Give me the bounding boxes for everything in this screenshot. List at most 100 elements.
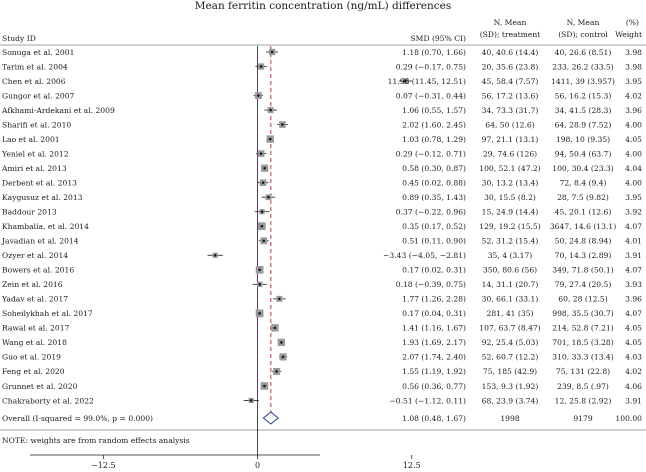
point-estimate	[261, 181, 265, 184]
control-stats: 75, 131 (22.8)	[556, 367, 610, 376]
study-name: Lao et al. 2001	[2, 135, 60, 144]
treatment-stats: 129, 19.2 (15.5)	[479, 222, 541, 231]
smd-ci: 0.51 (0.11, 0.90)	[402, 237, 466, 246]
treatment-stats: 107, 63.7 (8.47)	[479, 324, 541, 333]
study-rows: Sonuga et al. 2001 1.18 (0.70, 1.66) 40, 4…	[1, 48, 642, 405]
weight-value: 4.00	[625, 120, 642, 129]
control-stats: 60, 28 (12.5)	[558, 295, 607, 304]
weight-value: 4.01	[625, 237, 642, 246]
weight-value: 3.98	[625, 48, 642, 57]
smd-ci: 0.56 (0.36, 0.77)	[402, 382, 466, 391]
smd-ci: 0.89 (0.35, 1.43)	[402, 193, 466, 202]
point-estimate	[259, 65, 263, 68]
point-estimate	[263, 384, 266, 388]
treatment-stats: 100, 52.1 (47.2)	[479, 164, 541, 173]
smd-ci: 2.07 (1.74, 2.40)	[402, 353, 466, 362]
weight-value: 4.05	[625, 338, 642, 347]
study-name: Soheilykhah et al. 2017	[2, 309, 93, 318]
study-name: Rawal et al. 2017	[2, 324, 70, 333]
header-treatment-line1: N, Mean	[494, 18, 527, 27]
weight-value: 4.03	[625, 353, 642, 362]
treatment-stats: 20, 35.6 (23.8)	[482, 62, 539, 71]
study-row: Yadav et al. 2017 1.77 (1.26, 2.28) 30, 66…	[1, 295, 642, 304]
x-tick-label: −12.5	[91, 461, 116, 470]
control-stats: 50, 24.8 (8.94)	[555, 237, 612, 246]
treatment-stats: 35, 4 (3.17)	[488, 251, 533, 260]
study-row: Wang et al. 2018 1.93 (1.69, 2.17) 92, 25.…	[2, 338, 642, 347]
smd-ci: 1.77 (1.26, 2.28)	[402, 295, 466, 304]
treatment-stats: 68, 23.9 (3.74)	[482, 396, 539, 405]
treatment-stats: 52, 60.7 (12.2)	[482, 353, 539, 362]
treatment-stats: 92, 25.4 (5.03)	[482, 338, 539, 347]
smd-ci: 11.98 (11.45, 12.51)	[388, 77, 466, 86]
treatment-stats: 34, 73.3 (31.7)	[482, 106, 539, 115]
header-smd: SMD (95% CI)	[410, 34, 466, 43]
treatment-stats: 153, 9.3 (1.92)	[482, 382, 539, 391]
point-estimate	[281, 123, 284, 126]
control-stats: 79, 27.4 (20.5)	[555, 280, 612, 289]
point-estimate	[269, 108, 272, 112]
control-stats: 198, 10 (9.35)	[556, 135, 610, 144]
study-row: Baddour 2013 0.37 (−0.22, 0.96) 15, 24.9 (…	[2, 208, 642, 217]
smd-ci: −0.51 (−1.12, 0.11)	[389, 396, 466, 405]
treatment-stats: 350, 80.6 (56)	[483, 266, 537, 275]
study-row: Tarim et al. 2004 0.29 (−0.17, 0.75) 20, 3…	[2, 62, 642, 71]
header-control-line2: (SD); control	[558, 30, 608, 39]
control-stats: 72, 8.4 (9.4)	[560, 178, 607, 187]
weight-value: 3.96	[625, 106, 642, 115]
control-stats: 233, 26.2 (33.5)	[552, 62, 614, 71]
treatment-stats: 97, 21.1 (13.1)	[482, 135, 539, 144]
smd-ci: 0.18 (−0.39, 0.75)	[396, 280, 466, 289]
point-estimate	[404, 79, 407, 83]
study-name: Gungor et al. 2007	[2, 91, 75, 100]
treatment-stats: 64, 50 (12.6)	[485, 120, 534, 129]
study-name: Sharifi et al. 2010	[2, 120, 71, 129]
point-estimate	[259, 152, 263, 155]
study-name: Javadian et al. 2014	[1, 237, 79, 246]
weight-value: 4.07	[625, 309, 642, 318]
treatment-stats: 29, 74.6 (126)	[483, 149, 537, 158]
smd-ci: 0.29 (−0.17, 0.75)	[396, 62, 466, 71]
study-name: Amiri et al. 2013	[1, 164, 67, 173]
smd-ci: 0.37 (−0.22, 0.96)	[396, 208, 466, 217]
study-name: Zein et al. 2016	[2, 280, 63, 289]
point-estimate	[249, 399, 253, 402]
study-name: Yadav et al. 2017	[1, 295, 68, 304]
control-stats: 100, 30.4 (23.3)	[552, 164, 614, 173]
study-row: Rawal et al. 2017 1.41 (1.16, 1.67) 107, 6…	[2, 324, 642, 333]
study-row: Chakraborty et al. 2022 −0.51 (−1.12, 0.1…	[2, 396, 642, 405]
point-estimate	[273, 326, 277, 330]
weight-value: 4.07	[625, 222, 642, 231]
chart-title: Mean ferritin concentration (ng/mL) diff…	[195, 0, 452, 12]
study-name: Derbent et al. 2013	[2, 178, 77, 187]
weight-value: 3.91	[625, 396, 642, 405]
weight-value: 4.00	[625, 149, 642, 158]
weight-value: 3.92	[625, 208, 642, 217]
study-row: Gungor et al. 2007 0.07 (−0.31, 0.44) 56, …	[2, 91, 642, 100]
treatment-stats: 30, 13.2 (13.4)	[482, 178, 539, 187]
point-estimate	[275, 370, 278, 373]
point-estimate	[267, 195, 270, 199]
study-row: Derbent et al. 2013 0.45 (0.02, 0.88) 30, …	[2, 178, 642, 187]
smd-ci: 0.07 (−0.31, 0.44)	[396, 91, 466, 100]
point-estimate	[268, 137, 272, 141]
point-estimate	[258, 312, 261, 315]
study-name: Grunnet et al. 2020	[2, 382, 78, 391]
smd-ci: 1.55 (1.19, 1.92)	[402, 367, 466, 376]
point-estimate	[258, 268, 261, 272]
control-stats: 12, 25.8 (2.92)	[555, 396, 612, 405]
header-weight-line2: Weight	[615, 30, 642, 39]
weight-value: 4.05	[625, 135, 642, 144]
smd-ci: 0.17 (0.04, 0.31)	[402, 309, 466, 318]
study-name: Khambalia, et al. 2014	[2, 222, 89, 231]
study-name: Feng et al. 2020	[2, 367, 65, 376]
control-stats: 998, 35.5 (30.7)	[552, 309, 614, 318]
smd-ci: 1.93 (1.69, 2.17)	[402, 338, 466, 347]
weight-value: 3.96	[625, 295, 642, 304]
smd-ci: 0.35 (0.17, 0.52)	[402, 222, 466, 231]
treatment-stats: 52, 31.2 (15.4)	[482, 237, 539, 246]
overall-control-n: 9179	[573, 414, 592, 423]
weight-value: 3.93	[625, 280, 642, 289]
control-stats: 3647, 14.6 (13.1)	[550, 222, 616, 231]
study-row: Grunnet et al. 2020 0.56 (0.36, 0.77) 153,…	[2, 382, 642, 391]
